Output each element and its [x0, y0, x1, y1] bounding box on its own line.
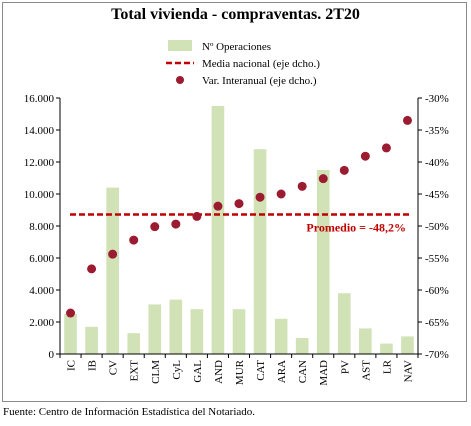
category-label-NAV: NAV [402, 360, 414, 382]
right-tick-label: -35% [425, 125, 449, 137]
left-tick-label: 12.000 [24, 157, 55, 169]
legend-dots-label: Var. Interanual (eje dcho.) [202, 75, 317, 87]
chart-title: Total vivienda - compraventas. 2T20 [111, 6, 360, 23]
legend-dot-swatch [176, 76, 184, 84]
right-tick-label: -30% [425, 93, 449, 105]
bar-LR [380, 343, 393, 354]
bar-GAL [190, 309, 204, 354]
right-tick-label: -40% [425, 157, 449, 169]
left-tick-label: 4.000 [29, 285, 54, 297]
bar-ARA [274, 318, 288, 354]
category-label-PV: PV [339, 360, 351, 374]
category-label-CAT: CAT [255, 360, 267, 381]
bar-IB [85, 326, 98, 354]
dot-PV [339, 165, 349, 175]
dot-NAV [402, 115, 412, 125]
category-label-AST: AST [360, 360, 372, 381]
bar-NAV [401, 336, 414, 354]
legend-line-label: Media nacional (eje dcho.) [202, 58, 320, 70]
right-tick-label: -50% [425, 221, 449, 233]
legend: Nº Operaciones Media nacional (eje dcho.… [166, 40, 320, 87]
plot-area: 0 2.000 4.000 6.000 8.000 10.000 12.000 14.000 1… [24, 93, 449, 386]
category-label-CLM: CLM [150, 360, 162, 384]
category-label-CV: CV [108, 360, 120, 375]
source-note: Fuente: Centro de Información Estadístic… [3, 406, 256, 418]
category-label-AND: AND [213, 360, 225, 384]
bar-CAT [253, 149, 267, 354]
left-tick-label: 16.000 [24, 93, 55, 105]
legend-bar-swatch [168, 40, 192, 51]
bar-PV [337, 293, 351, 354]
bar-CLM [148, 304, 162, 354]
right-tick-label: -65% [425, 317, 449, 329]
category-label-MUR: MUR [234, 359, 246, 385]
category-label-CAN: CAN [297, 360, 309, 383]
dot-GAL [192, 211, 202, 221]
right-tick-label: -45% [425, 189, 449, 201]
bar-MAD [316, 170, 330, 354]
dot-CAT [255, 192, 265, 202]
category-label-ARA: ARA [276, 360, 288, 383]
legend-bars-label: Nº Operaciones [202, 41, 271, 53]
dot-AST [360, 151, 370, 161]
left-tick-label: 2.000 [29, 317, 54, 329]
left-tick-label: 14.000 [24, 125, 55, 137]
dot-CV [108, 249, 118, 259]
bar-IC [64, 314, 77, 354]
category-label-MAD: MAD [318, 360, 330, 386]
left-tick-label: 8.000 [29, 221, 54, 233]
bar-MUR [232, 309, 246, 354]
dot-AND [213, 201, 223, 211]
right-tick-label: -55% [425, 253, 449, 265]
dot-ARA [276, 189, 286, 199]
dot-LR [381, 143, 391, 153]
dot-IB [87, 264, 97, 274]
left-tick-label: 10.000 [24, 189, 55, 201]
bar-CV [106, 187, 119, 354]
bar-AND [211, 106, 225, 354]
dot-MAD [318, 174, 328, 184]
dot-MUR [234, 199, 244, 209]
dot-EXT [129, 235, 139, 245]
bar-AST [359, 328, 372, 354]
category-label-IB: IB [87, 360, 99, 371]
right-tick-label: -70% [425, 349, 449, 361]
category-label-GAL: GAL [192, 360, 204, 383]
category-label-CyL: CyL [171, 360, 183, 380]
bar-CyL [169, 299, 183, 354]
average-annotation: Promedio = -48,2% [306, 220, 406, 234]
left-tick-label: 0 [49, 349, 55, 361]
dot-CAN [297, 181, 307, 191]
right-tick-label: -60% [425, 285, 449, 297]
dot-CLM [150, 222, 160, 232]
dot-IC [66, 308, 76, 318]
category-label-LR: LR [381, 359, 393, 374]
category-label-EXT: EXT [129, 360, 141, 382]
dot-CyL [171, 219, 181, 229]
left-tick-label: 6.000 [29, 253, 54, 265]
bar-CAN [295, 338, 309, 354]
category-label-IC: IC [66, 360, 78, 371]
bar-EXT [127, 333, 141, 354]
